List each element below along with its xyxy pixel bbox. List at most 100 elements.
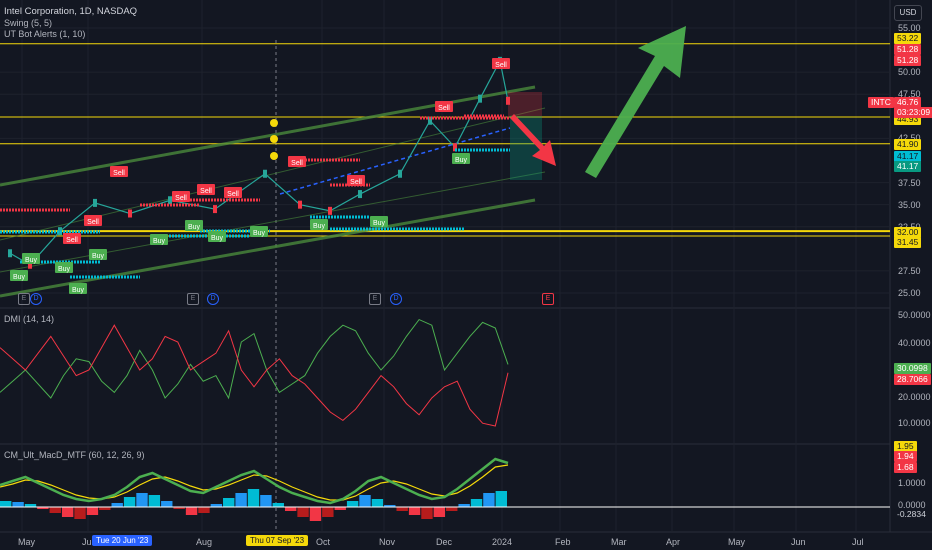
- time-axis-label: Dec: [436, 537, 453, 547]
- indicator-swing-label[interactable]: Swing (5, 5): [4, 18, 53, 28]
- price-candle: [8, 249, 12, 258]
- dividend-marker-icon[interactable]: D: [30, 293, 42, 305]
- crosshair-date-1: Tue 20 Jun '23: [92, 535, 153, 546]
- price-candle: [168, 196, 172, 205]
- earnings-marker-icon[interactable]: E: [18, 293, 30, 305]
- buy-signal-label: Buy: [72, 287, 85, 294]
- time-axis-label: Apr: [666, 537, 681, 547]
- price-level-label: 32.00: [894, 227, 922, 238]
- earnings-marker-icon[interactable]: E: [187, 293, 199, 305]
- macd-histogram-bar: [148, 495, 161, 507]
- macd-histogram-bar: [0, 501, 12, 507]
- macd-histogram-bar: [346, 501, 359, 507]
- macd-histogram-bar: [74, 507, 86, 519]
- dashed-trend: [279, 127, 511, 195]
- price-axis-tick: 55.00: [898, 23, 921, 33]
- dmi-axis-tick: 20.0000: [898, 392, 931, 402]
- price-candle: [328, 206, 332, 215]
- macd-value-2: 1.94: [894, 451, 917, 462]
- countdown-label: 03:23:09: [894, 107, 932, 118]
- macd-histogram-bar: [136, 493, 148, 507]
- plus-di-value: 30.0998: [894, 363, 931, 374]
- dividend-marker-icon[interactable]: D: [207, 293, 219, 305]
- macd-histogram-bar: [408, 507, 421, 515]
- time-axis-label: May: [18, 537, 36, 547]
- buy-signal: [69, 283, 87, 294]
- buy-signal-label: Buy: [92, 253, 105, 260]
- price-candle: [478, 94, 482, 103]
- currency-button[interactable]: USD: [894, 5, 922, 21]
- macd-axis-tick: 1.0000: [898, 478, 926, 488]
- sell-signal: [435, 101, 453, 112]
- buy-signal-label: Buy: [188, 224, 201, 231]
- buy-signal: [89, 249, 107, 260]
- emoji-icon: [270, 135, 278, 143]
- macd-histogram-bar: [24, 504, 37, 507]
- price-candle: [93, 198, 97, 207]
- dividend-marker-icon[interactable]: D: [390, 293, 402, 305]
- price-candle: [128, 209, 132, 218]
- buy-signal-label: Buy: [58, 266, 71, 273]
- ticker-tag: INTC: [868, 97, 894, 108]
- macd-histogram-bar: [458, 504, 470, 507]
- time-axis-label: Jul: [852, 537, 864, 547]
- buy-signal-label: Buy: [153, 238, 166, 245]
- buy-signal-label: Buy: [13, 274, 26, 281]
- sell-signal-label: Sell: [66, 237, 78, 244]
- price-level-label: 41.17: [894, 161, 922, 172]
- macd-histogram-bar: [433, 507, 446, 517]
- sell-signal-label: Sell: [87, 219, 99, 226]
- price-candle: [213, 205, 217, 214]
- macd-value-3: 1.68: [894, 462, 917, 473]
- chart-title: Intel Corporation, 1D, NASDAQ: [4, 6, 138, 17]
- macd-histogram-bar: [86, 507, 99, 515]
- sell-signal-label: Sell: [495, 62, 507, 69]
- sell-signal-label: Sell: [175, 195, 187, 202]
- down-arrow-icon: [510, 114, 556, 166]
- sell-signal-label: Sell: [438, 105, 450, 112]
- emoji-icon: [270, 152, 278, 160]
- sell-signal: [492, 58, 510, 69]
- channel-mid: [0, 107, 546, 241]
- dmi-title[interactable]: DMI (14, 14): [4, 314, 55, 324]
- buy-signal: [208, 231, 226, 242]
- time-axis-label: Feb: [555, 537, 571, 547]
- channel-mid: [0, 171, 546, 273]
- earnings-marker-icon[interactable]: E: [369, 293, 381, 305]
- price-axis-tick: 25.00: [898, 288, 921, 298]
- macd-histogram-bar: [173, 507, 185, 509]
- price-axis-tick: 35.00: [898, 199, 921, 210]
- minus-di-line: [0, 324, 509, 427]
- buy-signal: [55, 262, 73, 273]
- macd-histogram-bar: [396, 507, 408, 511]
- buy-signal-label: Buy: [373, 220, 386, 227]
- macd-title[interactable]: CM_Ult_MacD_MTF (60, 12, 26, 9): [4, 450, 145, 460]
- loss-zone: [508, 92, 542, 116]
- dmi-axis-tick: 40.0000: [898, 338, 931, 348]
- time-axis-label: Oct: [316, 537, 331, 547]
- sell-signal: [347, 175, 365, 186]
- sell-signal-label: Sell: [350, 179, 362, 186]
- buy-signal: [370, 216, 388, 227]
- sell-signal-label: Sell: [291, 160, 303, 167]
- price-candle: [358, 190, 362, 199]
- price-candle: [506, 96, 510, 105]
- price-axis-tick: 27.50: [898, 265, 921, 276]
- macd-histogram-bar: [260, 495, 272, 507]
- earnings-marker-icon[interactable]: E: [542, 293, 554, 305]
- up-arrow-icon: [585, 26, 686, 178]
- buy-signal-label: Buy: [455, 157, 468, 164]
- channel-upper: [0, 85, 536, 187]
- buy-signal-label: Buy: [313, 223, 326, 230]
- macd-axis-tick: 0.0000: [898, 500, 926, 510]
- time-axis-label: Aug: [196, 537, 213, 547]
- plus-di-line: [0, 318, 509, 400]
- indicator-utbot-label[interactable]: UT Bot Alerts (1, 10): [4, 29, 86, 39]
- macd-histogram-bar: [322, 507, 334, 517]
- macd-histogram-bar: [111, 503, 123, 507]
- profit-zone: [510, 116, 542, 180]
- dmi-axis-tick: 10.0000: [898, 418, 931, 428]
- price-axis-tick: 47.50: [898, 89, 921, 100]
- macd-histogram-bar: [384, 505, 396, 507]
